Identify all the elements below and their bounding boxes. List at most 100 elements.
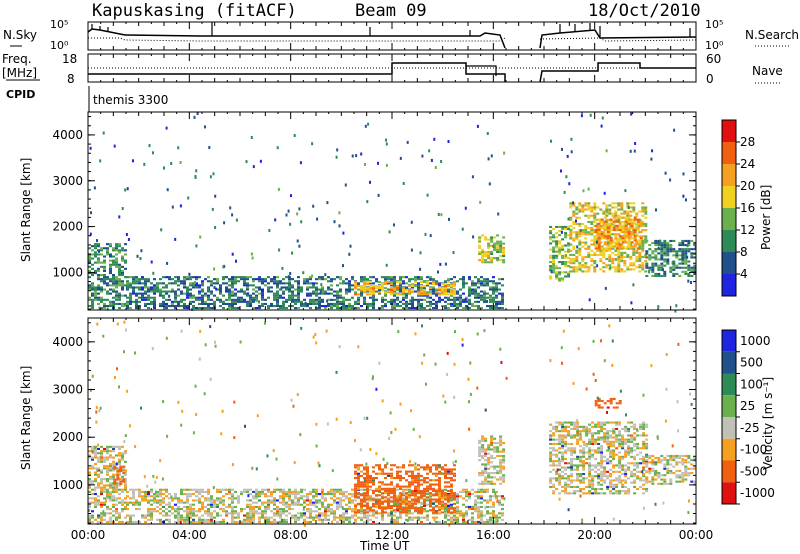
echo-cell <box>624 220 628 223</box>
echo-cell <box>351 288 354 291</box>
echo-cell <box>276 302 279 305</box>
echo-cell <box>620 253 624 256</box>
echo-cell <box>225 290 228 293</box>
echo-cell <box>351 516 354 519</box>
echo-cell <box>180 280 183 283</box>
echo-cell <box>660 244 664 247</box>
echo-cell <box>318 288 321 291</box>
echo-cell <box>300 512 303 515</box>
scatter-echo-cell <box>287 209 290 213</box>
echo-cell <box>345 288 348 291</box>
echo-cell <box>219 300 222 303</box>
echo-cell <box>608 227 612 230</box>
echo-cell <box>106 292 109 295</box>
echo-cell <box>687 264 691 267</box>
echo-cell <box>106 278 109 281</box>
echo-cell <box>306 493 309 496</box>
echo-cell <box>192 488 195 491</box>
echo-cell <box>614 233 618 236</box>
echo-cell <box>417 293 420 296</box>
echo-cell <box>309 512 312 515</box>
echo-cell <box>477 516 480 519</box>
echo-cell <box>390 293 393 296</box>
echo-cell <box>309 508 312 511</box>
echo-cell <box>499 255 503 258</box>
scatter-echo-cell <box>596 240 598 244</box>
echo-cell <box>441 289 444 292</box>
echo-cell <box>327 508 330 511</box>
echo-cell <box>567 225 571 228</box>
echo-cell <box>495 282 498 285</box>
echo-cell <box>225 510 228 513</box>
echo-cell <box>198 302 201 305</box>
echo-cell <box>97 514 100 517</box>
echo-cell <box>411 472 414 475</box>
echo-cell <box>113 467 117 470</box>
echo-cell <box>438 287 441 290</box>
echo-cell <box>490 476 494 479</box>
scatter-echo-cell <box>579 268 582 272</box>
scatter-echo-cell <box>166 261 169 265</box>
echo-cell <box>115 445 118 448</box>
echo-cell <box>644 210 648 213</box>
echo-cell <box>666 250 670 253</box>
echo-cell <box>481 250 485 253</box>
echo-cell <box>423 500 426 503</box>
echo-cell <box>186 292 189 295</box>
echo-cell <box>321 518 324 521</box>
echo-cell <box>118 251 121 254</box>
echo-cell <box>558 477 562 480</box>
echo-cell <box>180 516 183 519</box>
echo-cell <box>555 421 559 424</box>
echo-cell <box>372 512 375 515</box>
echo-cell <box>207 512 210 515</box>
echo-cell <box>336 505 339 508</box>
echo-cell <box>435 498 438 501</box>
echo-cell <box>581 258 585 261</box>
echo-cell <box>339 288 342 291</box>
echo-cell <box>578 249 582 252</box>
echo-cell <box>381 481 384 484</box>
echo-cell <box>499 469 503 472</box>
echo-cell <box>153 292 156 295</box>
echo-cell <box>405 511 408 514</box>
echo-cell <box>429 509 432 512</box>
scatter-echo-cell <box>165 126 168 130</box>
echo-cell <box>219 284 222 287</box>
echo-cell <box>330 497 333 500</box>
echo-cell <box>273 512 276 515</box>
echo-cell <box>569 204 573 207</box>
echo-cell <box>483 282 486 285</box>
echo-cell <box>246 514 249 517</box>
echo-cell <box>201 294 204 297</box>
echo-cell <box>414 290 417 293</box>
echo-cell <box>578 264 582 267</box>
echo-cell <box>594 247 598 250</box>
echo-cell <box>408 502 411 505</box>
echo-cell <box>351 508 354 511</box>
echo-cell <box>94 296 97 299</box>
echo-cell <box>502 252 506 255</box>
echo-cell <box>297 493 300 496</box>
echo-cell <box>165 276 168 279</box>
echo-cell <box>672 266 676 269</box>
echo-cell <box>231 516 234 519</box>
echo-cell <box>357 495 360 498</box>
echo-cell <box>237 512 240 515</box>
echo-cell <box>444 283 447 286</box>
echo-cell <box>315 300 318 303</box>
echo-cell <box>366 287 369 290</box>
echo-cell <box>387 502 390 505</box>
echo-cell <box>177 505 180 508</box>
echo-cell <box>204 278 207 281</box>
echo-cell <box>432 516 435 519</box>
echo-cell <box>141 276 144 279</box>
echo-cell <box>438 508 441 511</box>
echo-cell <box>336 276 339 279</box>
echo-cell <box>270 510 273 513</box>
echo-cell <box>103 307 106 310</box>
scatter-echo-cell <box>268 229 271 232</box>
echo-cell <box>225 302 228 305</box>
echo-cell <box>312 501 315 504</box>
echo-cell <box>309 501 312 504</box>
